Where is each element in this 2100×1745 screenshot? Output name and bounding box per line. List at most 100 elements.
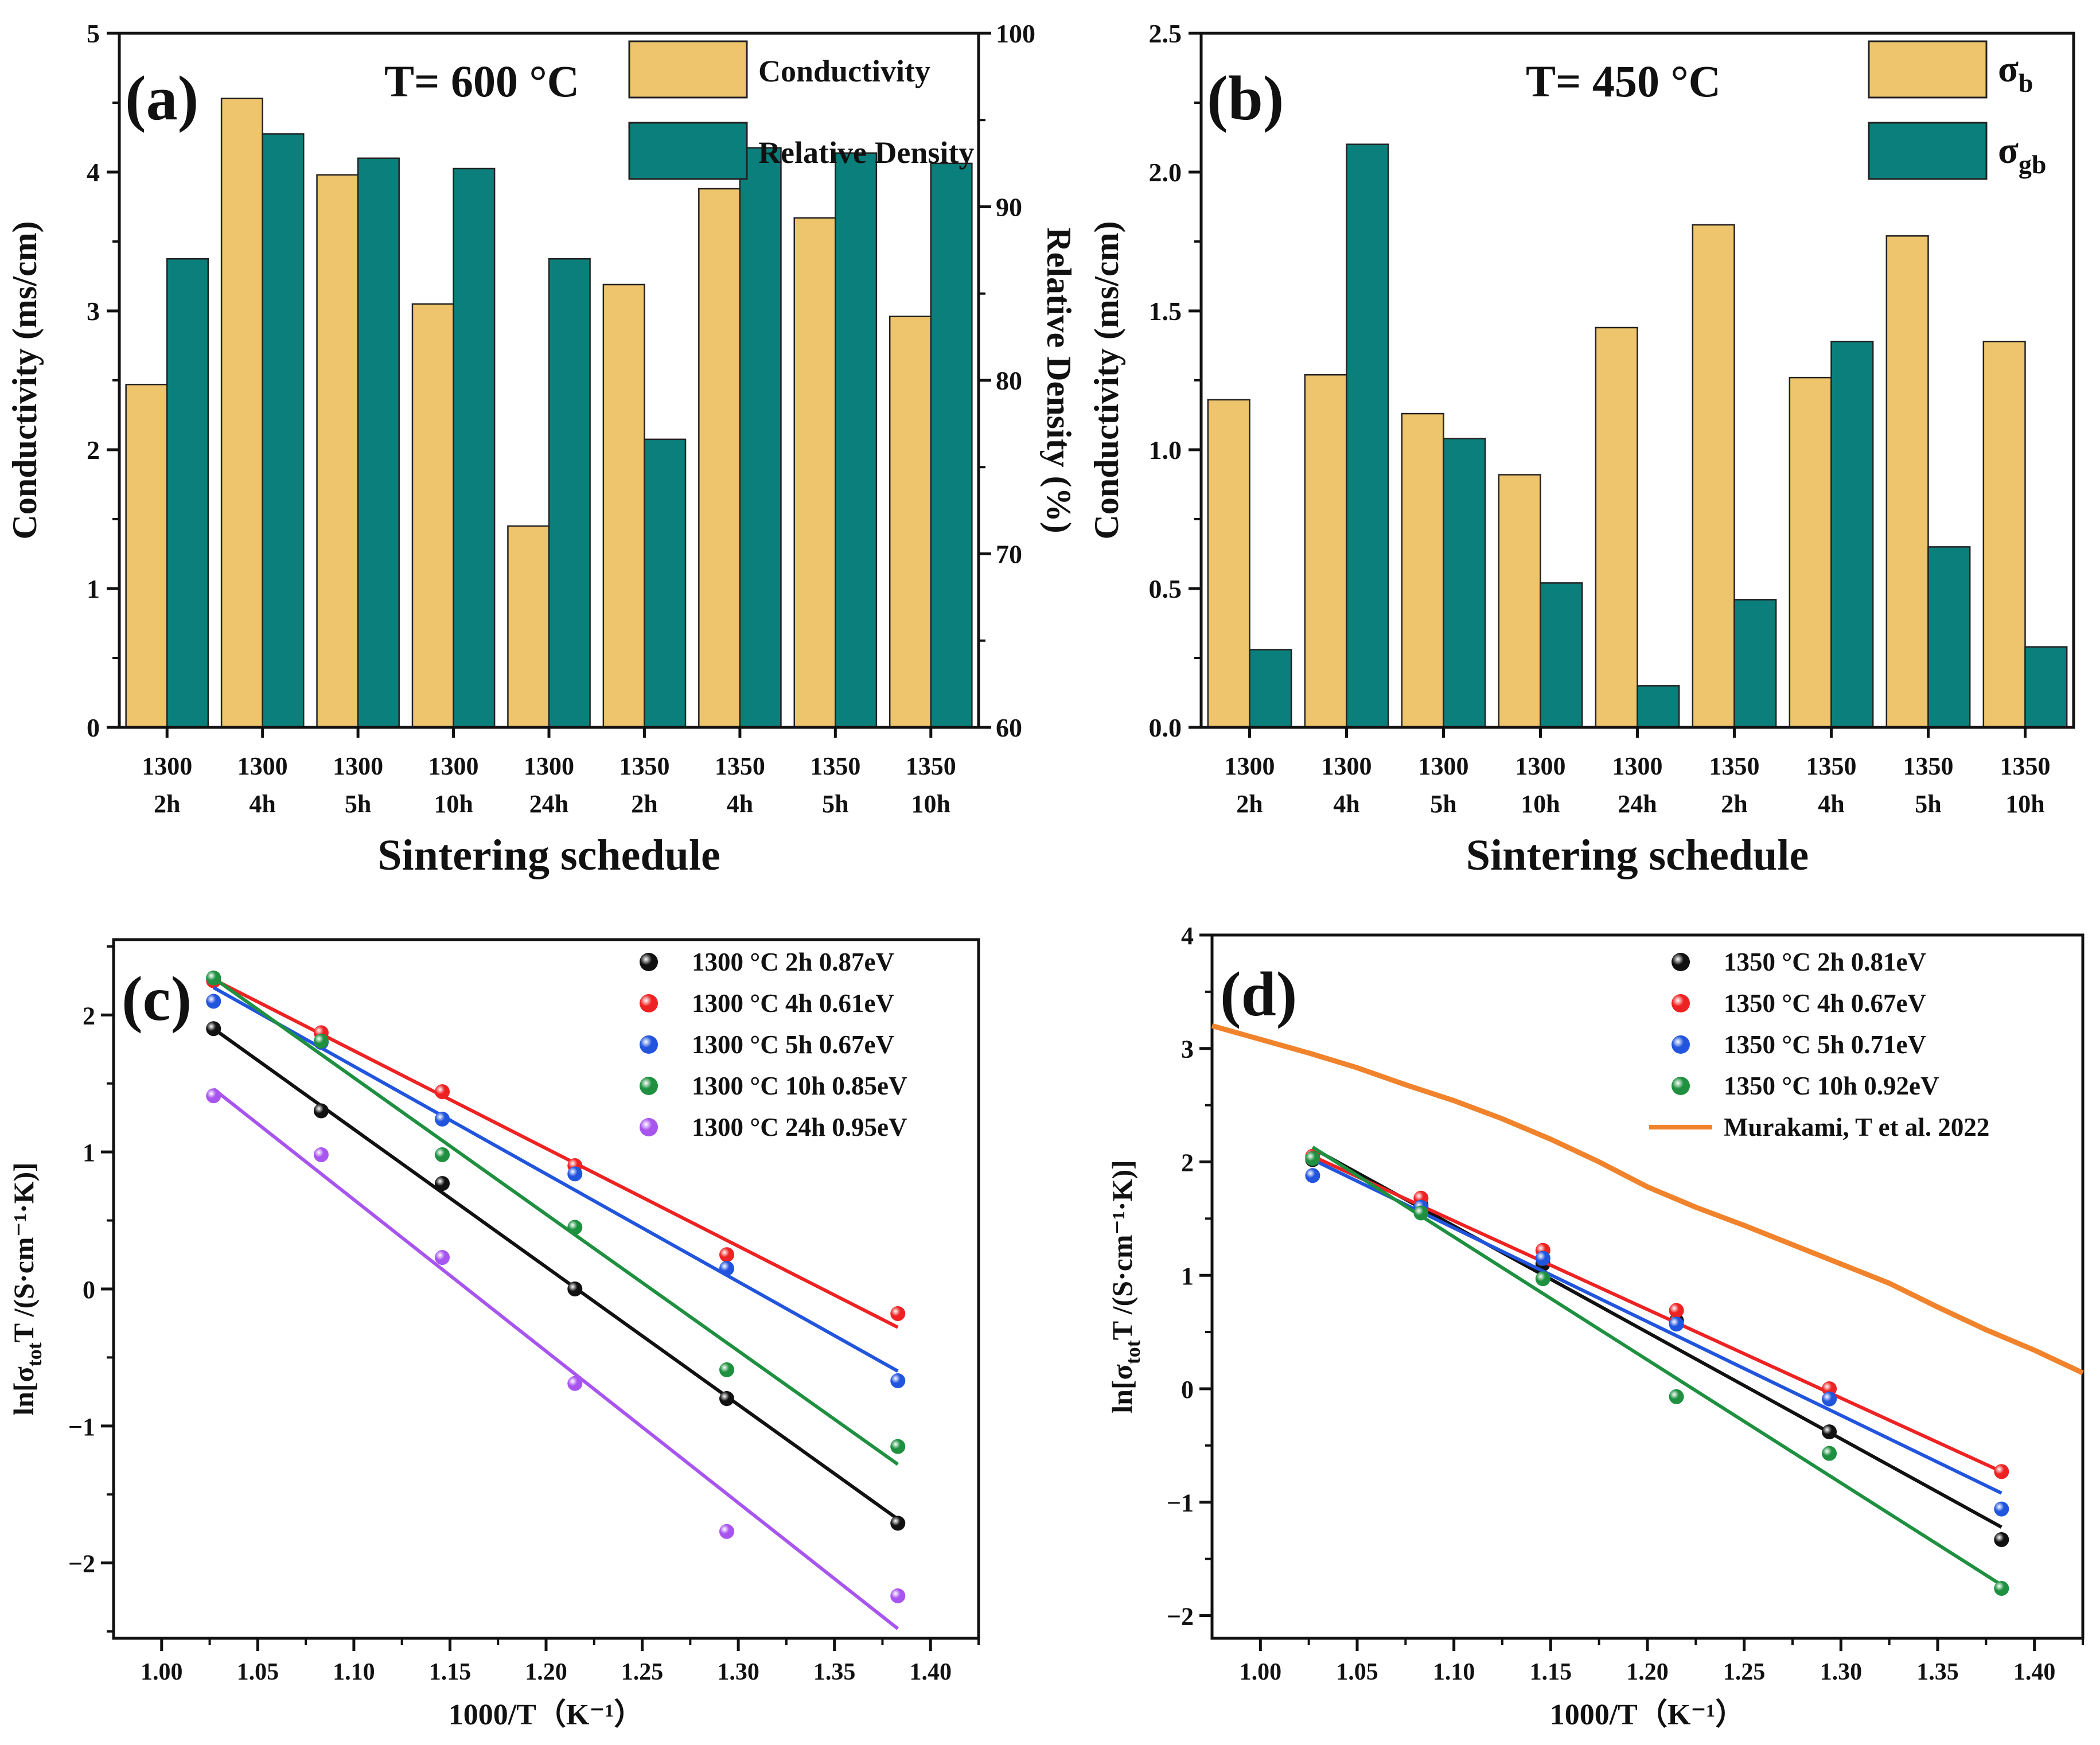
data-point-c-3-1: [313, 1033, 329, 1049]
legend-marker-d-1: [1672, 994, 1690, 1012]
xtick-label-b-3-b: 10h: [1521, 790, 1560, 818]
data-point-c-4-4: [719, 1524, 735, 1539]
data-point-c-0-4: [719, 1391, 735, 1407]
y-axis-label-sub: tot: [23, 1342, 46, 1366]
xtick-label-a-7-a: 1350: [810, 752, 860, 780]
bar-b-s0-2: [1401, 412, 1444, 729]
bar-a-s0-4: [507, 525, 550, 729]
data-point-d-3-3: [1669, 1389, 1684, 1404]
bar-b-s0-6: [1789, 376, 1832, 729]
ytick-label-b-3: 1.5: [1149, 297, 1182, 326]
y2tick-label-a-2: 80: [996, 366, 1022, 395]
xtick-label-d-8: 1.40: [2013, 1659, 2056, 1685]
y2tick-label-a-4: 100: [996, 19, 1035, 48]
x-axis-label-d: 1000/T（K⁻¹）: [1550, 1698, 1746, 1731]
bar-a-s1-6: [739, 147, 782, 729]
ytick-label-b-0: 0.0: [1149, 713, 1182, 742]
data-point-c-0-5: [890, 1516, 906, 1531]
legend-marker-c-2: [640, 1035, 658, 1054]
data-point-d-2-4: [1822, 1391, 1837, 1407]
xtick-label-c-7: 1.35: [813, 1659, 856, 1685]
xtick-label-b-8-a: 1350: [2000, 752, 2051, 780]
legend-label-c-0: 1300 °C 2h 0.87eV: [692, 948, 894, 976]
xtick-label-b-7-b: 5h: [1915, 790, 1941, 818]
legend-label-main: σ: [1998, 48, 2019, 90]
data-point-d-3-0: [1305, 1151, 1320, 1166]
xtick-label-c-8: 1.40: [909, 1659, 952, 1685]
x-axis-label-c: 1000/T（K⁻¹）: [449, 1698, 644, 1731]
data-point-c-0-1: [313, 1103, 329, 1119]
bar-a-s0-2: [316, 174, 359, 729]
legend-swatch-b-0: [1868, 40, 1988, 99]
xtick-label-b-3-a: 1300: [1515, 752, 1566, 780]
y-axis-label-pre: ln[σ: [7, 1366, 40, 1416]
ytick-label-c-4: 2: [83, 1002, 95, 1030]
xtick-label-a-3-b: 10h: [434, 790, 473, 818]
xtick-label-b-0-a: 1300: [1225, 752, 1275, 780]
ytick-label-b-5: 2.5: [1149, 19, 1182, 48]
xtick-label-b-6-b: 4h: [1818, 790, 1844, 818]
legend-label-c-1: 1300 °C 4h 0.61eV: [692, 989, 894, 1018]
legend-label-c-2: 1300 °C 5h 0.67eV: [692, 1030, 894, 1059]
xtick-label-a-2-a: 1300: [333, 752, 383, 780]
bar-b-s0-4: [1595, 326, 1638, 729]
ytick-label-d-6: 4: [1181, 922, 1194, 950]
data-point-c-2-2: [435, 1111, 450, 1127]
xtick-label-d-3: 1.15: [1530, 1659, 1572, 1685]
y-axis-label-post: T /(S·cm⁻¹·K)]: [7, 1162, 40, 1342]
xtick-label-c-5: 1.25: [621, 1659, 664, 1685]
bar-a-s1-8: [930, 162, 973, 729]
y-axis-label-a: Conductivity (ms/cm): [6, 221, 44, 540]
legend-marker-d-2: [1672, 1035, 1690, 1054]
legend-marker-c-0: [640, 953, 658, 971]
xtick-label-a-8-b: 10h: [911, 790, 950, 818]
xtick-label-d-7: 1.35: [1916, 1659, 1959, 1685]
legend-label-b-0: σb: [1998, 48, 2033, 98]
series-line-d-4: [1211, 1023, 2084, 1376]
legend-label-a-1: Relative Density: [758, 135, 974, 170]
xtick-label-a-8-a: 1350: [906, 752, 956, 780]
plot-frame-d: [1210, 933, 2085, 1640]
data-point-c-2-0: [206, 994, 221, 1009]
data-point-c-1-5: [890, 1306, 906, 1321]
panel-label-d: (d): [1220, 959, 1297, 1029]
ytick-label-d-1: −1: [1167, 1489, 1194, 1517]
legend-label-sub: b: [2019, 68, 2033, 98]
xtick-label-a-7-b: 5h: [822, 790, 848, 818]
y-axis-label-c: ln[σtotT /(S·cm⁻¹·K)]: [7, 1162, 46, 1416]
y-axis-label-pre: ln[σ: [1106, 1364, 1138, 1413]
xtick-label-a-6-b: 4h: [727, 790, 753, 818]
bar-a-s0-5: [602, 283, 645, 729]
xtick-label-b-4-b: 24h: [1618, 790, 1657, 818]
bar-b-s0-5: [1692, 224, 1735, 729]
x-axis-label-b: Sintering schedule: [1466, 831, 1809, 879]
bar-b-s0-1: [1304, 374, 1347, 729]
bar-b-s0-3: [1498, 474, 1541, 729]
data-point-c-2-5: [890, 1373, 906, 1389]
legend-marker-d-3: [1672, 1077, 1690, 1095]
bar-a-s1-0: [166, 258, 209, 729]
ytick-label-b-4: 2.0: [1149, 158, 1182, 187]
x-axis-label-a: Sintering schedule: [377, 831, 720, 879]
bar-b-s0-8: [1982, 340, 2026, 729]
xtick-label-a-3-a: 1300: [428, 752, 479, 780]
xtick-label-c-4: 1.20: [525, 1659, 567, 1685]
data-point-c-4-3: [567, 1376, 583, 1391]
panel-d: −2 −1 0 1 2 3 4 1.00 1.05 1.10 1.15 1.20 1.25 1.30 1.3…: [1106, 922, 2085, 1731]
legend-label-sub: gb: [2019, 150, 2047, 179]
bar-b-s1-0: [1249, 649, 1292, 729]
xtick-label-b-6-a: 1350: [1806, 752, 1857, 780]
ytick-label-d-2: 0: [1181, 1376, 1194, 1404]
y2tick-label-a-1: 70: [996, 540, 1022, 569]
xtick-label-a-1-a: 1300: [237, 752, 288, 780]
xtick-label-a-1-b: 4h: [249, 790, 275, 818]
data-point-c-4-5: [890, 1588, 906, 1603]
fit-line-c-2: [212, 986, 899, 1373]
legend-marker-c-3: [640, 1077, 658, 1095]
legend-marker-c-1: [640, 994, 658, 1012]
bar-a-s1-5: [644, 438, 687, 729]
bar-a-s0-0: [125, 384, 168, 729]
legend-marker-d-0: [1672, 953, 1690, 971]
legend-label-d-1: 1350 °C 4h 0.67eV: [1724, 989, 1926, 1018]
